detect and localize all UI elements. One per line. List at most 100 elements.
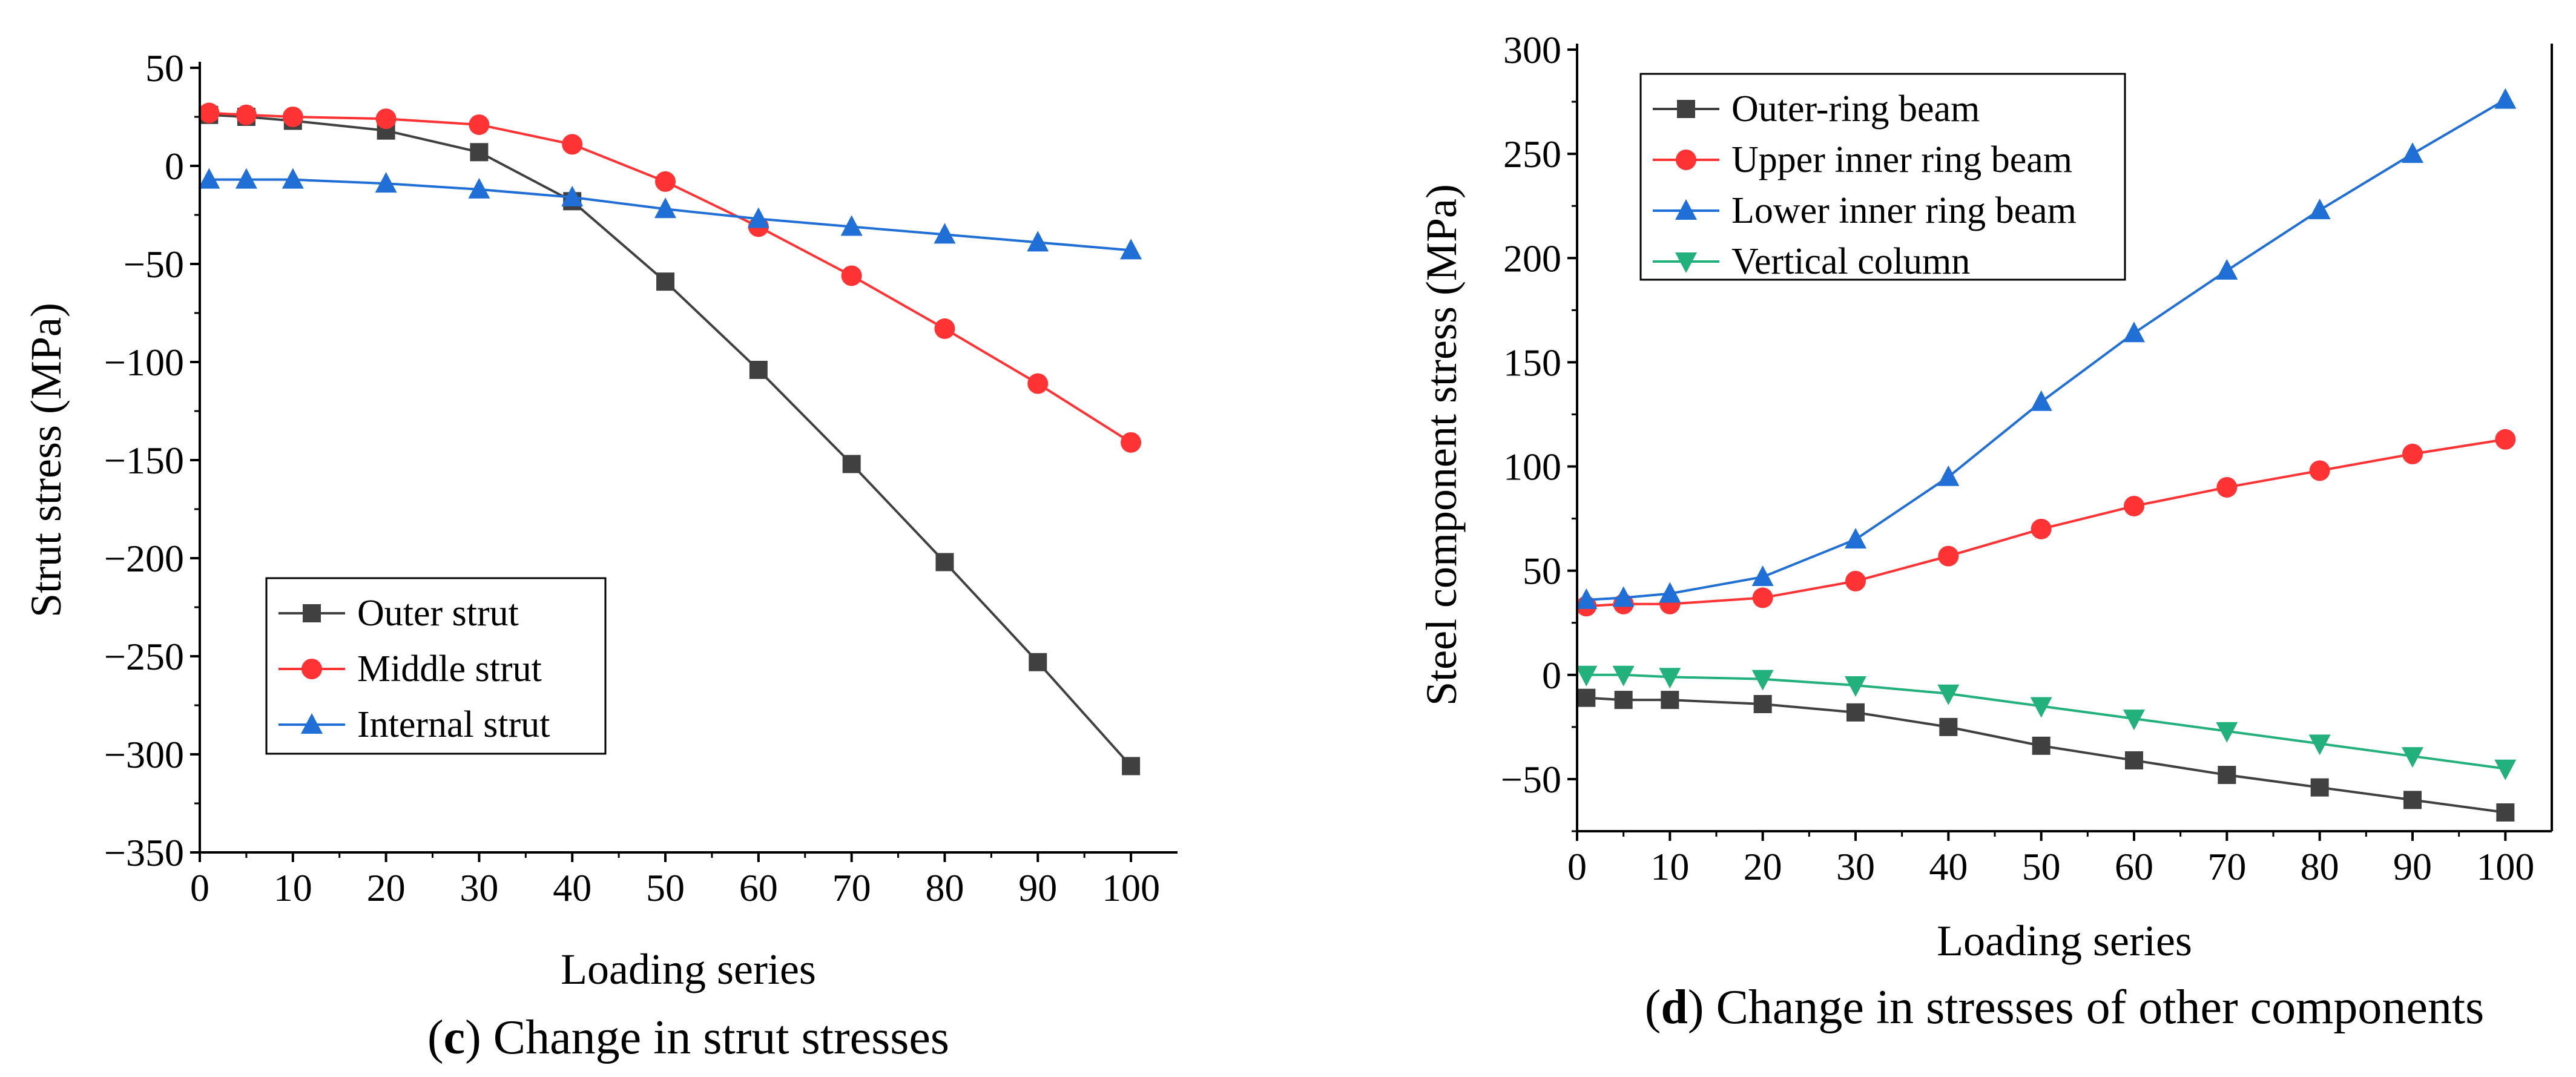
panel-c-x-tick-label: 100 bbox=[1102, 866, 1160, 909]
panel-d-data-point bbox=[2402, 142, 2423, 163]
panel-d-data-point bbox=[1612, 586, 1635, 607]
panel-c-ticks: 0 10 20 30 40 50 60 70 80 90 100 50 0 −50 −100 −150 −200… bbox=[104, 47, 1160, 909]
panel-d-data-point bbox=[1938, 545, 1959, 567]
panel-c-legend-label: Middle strut bbox=[357, 648, 542, 690]
panel-d-caption: (d) Change in stresses of other componen… bbox=[1645, 981, 2484, 1034]
panel-d-data-point bbox=[1752, 587, 1773, 608]
panel-d-data-point bbox=[2402, 747, 2423, 768]
panel-d-data-point bbox=[1751, 670, 1774, 691]
panel-c-y-tick-label: −200 bbox=[104, 537, 184, 580]
panel-c-y-tick-label: −100 bbox=[104, 341, 184, 384]
panel-c-data-point bbox=[934, 223, 956, 244]
panel-d-x-tick-label: 100 bbox=[2476, 845, 2534, 888]
panel-c-data-point bbox=[282, 107, 303, 127]
panel-c-data-point bbox=[375, 108, 397, 130]
panel-c-x-tick-label: 10 bbox=[274, 866, 312, 909]
panel-d-data-point bbox=[1751, 565, 1774, 586]
panel-c-y-tick-label: −300 bbox=[104, 733, 184, 776]
panel-c-data-point bbox=[934, 318, 955, 339]
panel-d-x-tick-label: 30 bbox=[1836, 845, 1875, 888]
panel-d-legend-marker bbox=[1677, 100, 1695, 118]
panel-d-series-line-2 bbox=[1586, 98, 2506, 601]
panel-c-x-tick-label: 20 bbox=[367, 866, 406, 909]
panel-d-y-tick-label: 200 bbox=[1503, 237, 1561, 280]
panel-d-legend-label: Upper inner ring beam bbox=[1731, 139, 2072, 180]
panel-c-data-point bbox=[840, 215, 863, 236]
panel-d-data-point bbox=[2308, 734, 2331, 756]
panel-d-data-point bbox=[2030, 390, 2052, 411]
panel-d-data-point bbox=[2216, 476, 2238, 498]
panel-c-data-point bbox=[935, 553, 954, 571]
panel-d-data-point bbox=[2123, 321, 2145, 343]
panel-c-x-tick-label: 80 bbox=[925, 866, 964, 909]
panel-d-data-point bbox=[1575, 665, 1598, 687]
panel-c-data-point bbox=[1120, 239, 1142, 260]
panel-d-x-tick-label: 60 bbox=[2115, 845, 2153, 888]
panel-d-y-axis-title: Steel component stress (MPa) bbox=[1417, 184, 1466, 706]
panel-c-series-line-2 bbox=[209, 178, 1132, 252]
panel-c-legend-label: Outer strut bbox=[357, 593, 519, 634]
panel-d-data-point bbox=[2216, 259, 2238, 280]
panel-c-data-point bbox=[235, 168, 257, 189]
panel-c-series bbox=[198, 102, 1142, 776]
panel-c-x-tick-label: 60 bbox=[739, 866, 778, 909]
panel-d-legend-label: Outer-ring beam bbox=[1731, 88, 1980, 130]
panel-c-data-point bbox=[1027, 373, 1049, 394]
panel-d-y-tick-label: 0 bbox=[1542, 654, 1561, 697]
panel-d-series bbox=[1575, 88, 2517, 822]
panel-d-legend: Outer-ring beam Upper inner ring beam Lowe… bbox=[1639, 73, 2126, 282]
panel-c-y-tick-label: −250 bbox=[104, 635, 184, 678]
panel-c-data-point bbox=[468, 177, 490, 199]
panel-d-caption-text: Change in stresses of other components bbox=[1716, 981, 2485, 1034]
panel-c-x-axis-title: Loading series bbox=[561, 945, 816, 993]
panel-c-x-tick-label: 50 bbox=[646, 866, 685, 909]
panel-c-data-point bbox=[749, 360, 768, 379]
panel-c-data-point bbox=[1121, 432, 1142, 453]
panel-c-data-point bbox=[469, 114, 490, 135]
panel-d-data-point bbox=[2216, 722, 2238, 743]
panel-c-data-point bbox=[470, 143, 489, 162]
panel-c-legend-marker bbox=[301, 713, 323, 734]
panel-d-caption-label: d bbox=[1661, 981, 1688, 1034]
panel-c-caption: (c) Change in strut stresses bbox=[427, 1011, 949, 1064]
panel-d-data-point bbox=[2218, 766, 2236, 785]
panel-c-data-point bbox=[655, 171, 676, 192]
panel-c-legend: Outer strut Middle strut Internal strut bbox=[265, 577, 607, 755]
panel-d-data-point bbox=[2310, 778, 2329, 797]
panel-d-data-point bbox=[2032, 736, 2051, 755]
panel-d-data-point bbox=[1845, 528, 1866, 549]
panel-c-y-tick-label: −350 bbox=[104, 831, 184, 874]
chart-panel-c: 0 10 20 30 40 50 60 70 80 90 100 50 0 −50 −100 −150 −200… bbox=[22, 47, 1178, 1064]
panel-d-x-tick-label: 70 bbox=[2207, 845, 2246, 888]
panel-c-y-axis-title: Strut stress (MPa) bbox=[22, 303, 70, 618]
panel-d-x-axis-title: Loading series bbox=[1937, 917, 2192, 965]
panel-c-x-tick-label: 0 bbox=[190, 866, 209, 909]
panel-d-data-point bbox=[2123, 710, 2145, 731]
panel-c-y-tick-label: −150 bbox=[104, 439, 184, 482]
panel-d-legend-marker bbox=[1675, 252, 1697, 273]
panel-d-data-point bbox=[2309, 460, 2330, 481]
panel-d-data-point bbox=[1577, 688, 1596, 707]
panel-c-data-point bbox=[282, 168, 304, 189]
panel-d-legend-marker bbox=[1676, 150, 1696, 170]
panel-d-data-point bbox=[1846, 703, 1865, 722]
panel-d-data-point bbox=[1753, 694, 1772, 713]
panel-c-data-point bbox=[375, 172, 397, 193]
panel-c-x-tick-label: 70 bbox=[832, 866, 871, 909]
panel-d-data-point bbox=[2402, 443, 2423, 464]
panel-c-data-point bbox=[1027, 231, 1049, 252]
panel-c-data-point bbox=[841, 265, 862, 286]
panel-d-y-tick-label: 250 bbox=[1503, 133, 1561, 176]
panel-d-data-point bbox=[2030, 697, 2052, 718]
panel-d-data-point bbox=[2495, 429, 2516, 450]
panel-d-data-point bbox=[1659, 668, 1681, 689]
panel-c-x-tick-label: 40 bbox=[553, 866, 591, 909]
panel-d-x-tick-label: 90 bbox=[2393, 845, 2432, 888]
panel-d-data-point bbox=[2125, 751, 2143, 769]
panel-c-x-tick-label: 30 bbox=[460, 866, 498, 909]
panel-d-x-tick-label: 0 bbox=[1567, 845, 1587, 888]
panel-c-caption-text: Change in strut stresses bbox=[493, 1011, 949, 1064]
panel-d-data-point bbox=[2308, 199, 2331, 220]
panel-c-legend-label: Internal strut bbox=[357, 704, 550, 745]
